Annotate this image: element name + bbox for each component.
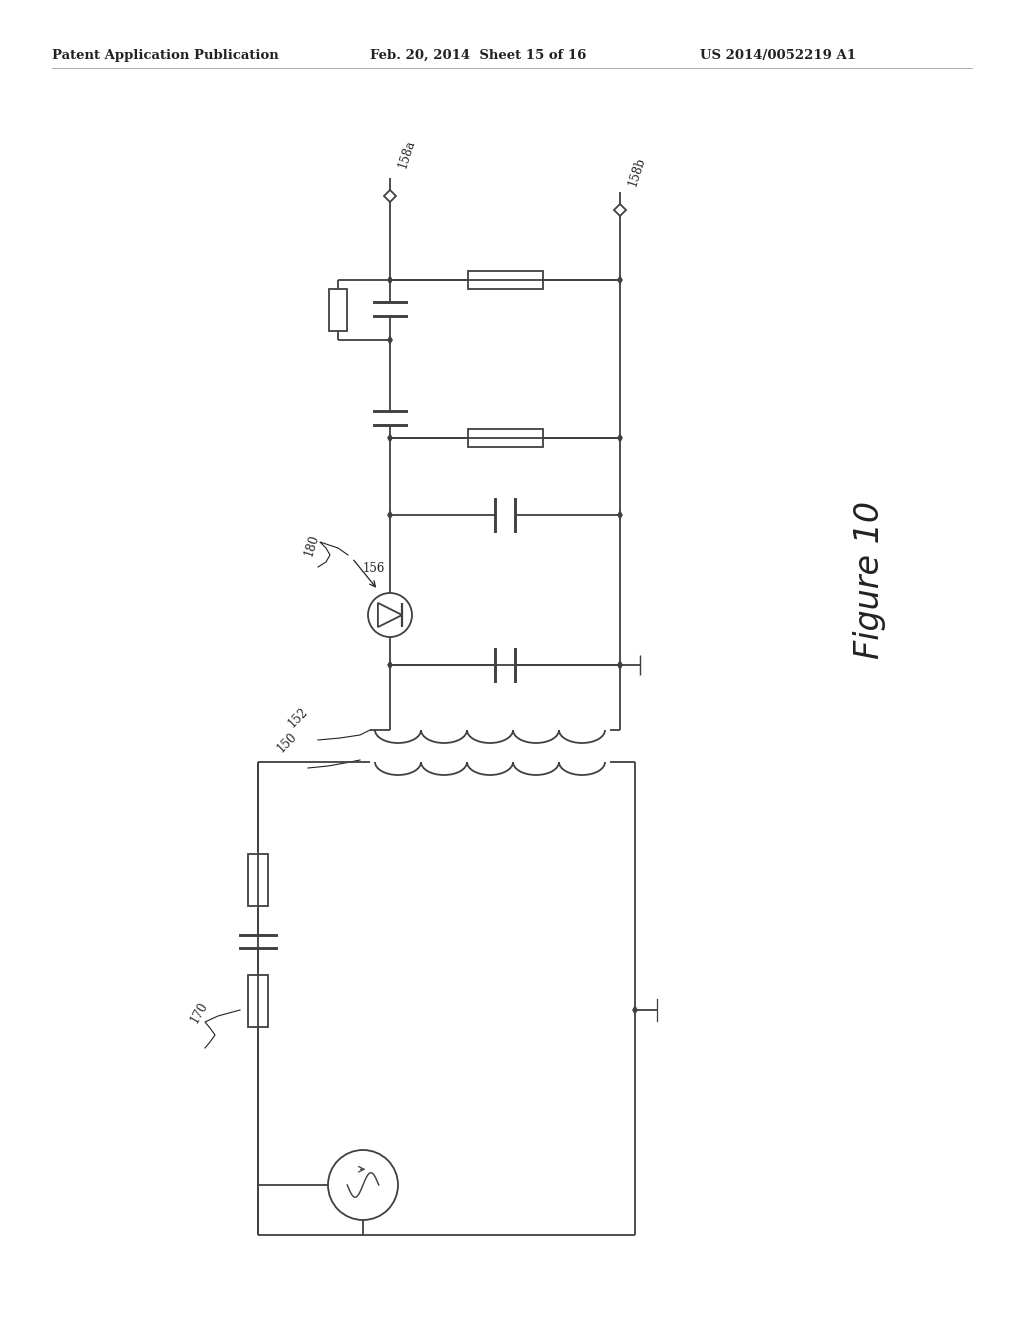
Polygon shape [633, 1006, 637, 1014]
Polygon shape [388, 276, 392, 284]
Text: 180: 180 [302, 533, 322, 558]
Text: Feb. 20, 2014  Sheet 15 of 16: Feb. 20, 2014 Sheet 15 of 16 [370, 49, 587, 62]
Text: US 2014/0052219 A1: US 2014/0052219 A1 [700, 49, 856, 62]
Polygon shape [388, 511, 392, 519]
Bar [329, 289, 347, 331]
Text: 150: 150 [275, 730, 300, 755]
Polygon shape [617, 434, 623, 441]
Bar [248, 975, 268, 1027]
Bar [468, 271, 543, 289]
Polygon shape [388, 337, 392, 343]
Polygon shape [388, 434, 392, 441]
Polygon shape [617, 276, 623, 284]
Polygon shape [617, 511, 623, 519]
Text: 158b: 158b [626, 156, 647, 187]
Bar [248, 854, 268, 906]
Text: Patent Application Publication: Patent Application Publication [52, 49, 279, 62]
Text: 156: 156 [362, 562, 385, 576]
Bar [468, 429, 543, 447]
Text: 170: 170 [188, 999, 211, 1026]
Polygon shape [617, 661, 623, 668]
Text: Figure 10: Figure 10 [853, 500, 887, 659]
Polygon shape [388, 661, 392, 668]
Polygon shape [617, 661, 623, 668]
Text: 152: 152 [285, 705, 310, 730]
Text: 158a: 158a [396, 139, 418, 170]
